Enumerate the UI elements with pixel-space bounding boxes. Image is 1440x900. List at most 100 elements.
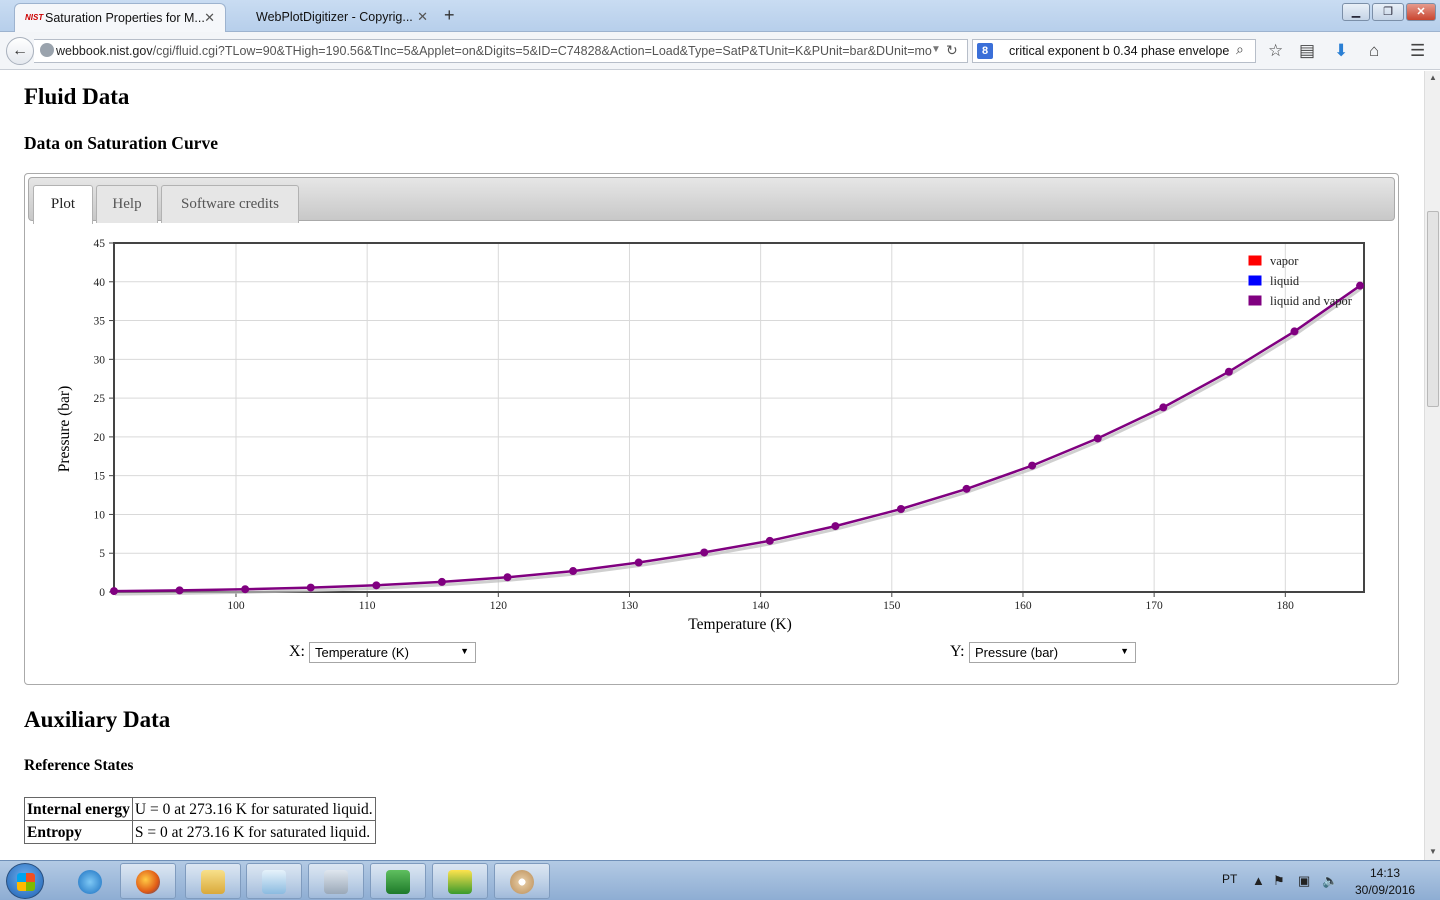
taskbar-explorer[interactable]: [185, 863, 241, 899]
data-point: [175, 586, 184, 595]
y-axis-select[interactable]: Pressure (bar) ▼: [969, 642, 1136, 663]
url-domain: webbook.nist.gov: [56, 44, 153, 58]
series-shadow: [114, 287, 1362, 596]
close-tab-icon[interactable]: ✕: [204, 10, 215, 25]
firefox-icon: [136, 870, 160, 894]
tab-title: Saturation Properties for M...: [45, 11, 205, 25]
legend-swatch: [1247, 274, 1263, 287]
chart-ticks: 0 5 10 15 20 25 30 35 40 45 100 110 120 130 140 150 160 1…: [94, 238, 1295, 612]
scrollbar-thumb[interactable]: [1427, 211, 1439, 407]
data-point: [896, 505, 905, 514]
page-content: Fluid Data Data on Saturation Curve Plot…: [0, 71, 1424, 860]
data-point: [1290, 327, 1299, 336]
y-tick-label: 10: [94, 509, 106, 521]
menu-icon[interactable]: ☰: [1410, 41, 1426, 60]
x-axis-select[interactable]: Temperature (K) ▼: [309, 642, 476, 663]
x-axis-select-value: Temperature (K): [315, 645, 409, 660]
calculator-icon: [324, 870, 348, 894]
data-point: [569, 567, 578, 576]
y-tick-label: 35: [94, 316, 106, 328]
minimize-button[interactable]: ▁: [1342, 3, 1370, 21]
chevron-down-icon: ▼: [1120, 646, 1129, 656]
data-point: [634, 558, 643, 567]
taskbar-excel[interactable]: [370, 863, 426, 899]
scroll-up-icon[interactable]: ▲: [1429, 73, 1437, 82]
chart-series: [110, 281, 1365, 596]
tab-title: WebPlotDigitizer - Copyrig...: [256, 10, 413, 24]
back-button[interactable]: ←: [6, 37, 34, 65]
vertical-scrollbar[interactable]: ▲ ▼: [1424, 71, 1440, 860]
clock-time[interactable]: 14:13: [1370, 866, 1401, 880]
data-point: [1093, 434, 1102, 443]
legend-swatch: [1247, 254, 1263, 267]
taskbar-calculator[interactable]: [308, 863, 364, 899]
notepad-icon: [262, 870, 286, 894]
data-point: [1224, 367, 1233, 376]
heading-reference-states: Reference States: [24, 757, 134, 774]
tab-help[interactable]: Help: [96, 185, 158, 223]
chevron-down-icon: ▼: [460, 646, 469, 656]
reference-property: Internal energy: [24, 797, 133, 821]
y-axis-label: Pressure (bar): [56, 386, 73, 473]
tab-saturation-properties[interactable]: NIST Saturation Properties for M... ✕: [14, 3, 226, 32]
saturation-chart: 0 5 10 15 20 25 30 35 40 45 100 110 120 130 140 150 160 1…: [56, 238, 1365, 633]
tab-webplotdigitizer[interactable]: WebPlotDigitizer - Copyrig... ✕: [226, 3, 438, 32]
show-hidden-icons-icon[interactable]: ▲: [1252, 873, 1265, 888]
chart-legend: vapor liquid liquid and vapor: [1247, 254, 1353, 308]
taskbar-ie[interactable]: [62, 863, 118, 899]
tab-software-credits[interactable]: Software credits: [161, 185, 299, 223]
data-point: [765, 536, 774, 545]
x-tick-label: 140: [752, 600, 770, 612]
close-tab-icon[interactable]: ✕: [417, 9, 428, 24]
search-icon[interactable]: ⌕: [1236, 41, 1244, 57]
x-tick-label: 100: [227, 600, 245, 612]
reference-states-table: Internal energy U = 0 at 273.16 K for sa…: [24, 797, 376, 844]
series-line: [113, 284, 1361, 593]
new-tab-button[interactable]: +: [444, 5, 455, 25]
reference-value: S = 0 at 273.16 K for saturated liquid.: [131, 820, 376, 844]
legend-label: vapor: [1270, 254, 1299, 268]
plot-panel: Plot Help Software credits 0 5 10 15 20 25 30 3…: [24, 173, 1399, 685]
taskbar-paint[interactable]: [494, 863, 550, 899]
legend-label: liquid and vapor: [1270, 294, 1353, 308]
heading-saturation-curve: Data on Saturation Curve: [24, 133, 218, 153]
bookmark-star-icon[interactable]: ☆: [1268, 41, 1284, 60]
tab-plot[interactable]: Plot: [33, 185, 93, 224]
windows-logo-icon: [17, 873, 35, 891]
data-point: [437, 577, 446, 586]
bookmarks-list-icon[interactable]: ▤: [1299, 41, 1316, 60]
language-indicator[interactable]: PT: [1222, 872, 1238, 886]
clock-date[interactable]: 30/09/2016: [1355, 883, 1416, 897]
taskbar-notepad[interactable]: [246, 863, 302, 899]
volume-icon[interactable]: 🔈: [1322, 873, 1339, 888]
url-dropdown-icon[interactable]: ▼: [931, 44, 941, 55]
x-tick-label: 110: [359, 600, 376, 612]
heading-auxiliary-data: Auxiliary Data: [24, 707, 171, 732]
y-tick-label: 0: [99, 587, 105, 599]
home-icon[interactable]: ⌂: [1369, 41, 1380, 60]
downloads-icon[interactable]: ⬇: [1334, 41, 1349, 60]
taskbar-firefox[interactable]: [120, 863, 176, 899]
panel-tab-bar: Plot Help Software credits: [28, 177, 1395, 224]
network-icon[interactable]: ▣: [1298, 873, 1311, 888]
y-selector-label: Y:: [950, 643, 965, 660]
table-row: Internal energy U = 0 at 273.16 K for sa…: [24, 797, 376, 821]
navigation-bar: ← webbook.nist.gov/cgi/fluid.cgi?TLow=90…: [0, 32, 1440, 70]
explorer-icon: [201, 870, 225, 894]
table-row: Entropy S = 0 at 273.16 K for saturated …: [24, 820, 376, 844]
y-tick-label: 40: [94, 277, 106, 289]
restore-button[interactable]: ❐: [1372, 3, 1404, 21]
url-bar[interactable]: webbook.nist.gov/cgi/fluid.cgi?TLow=90&T…: [34, 39, 968, 63]
start-button[interactable]: [6, 863, 44, 899]
scroll-down-icon[interactable]: ▼: [1429, 847, 1437, 856]
x-tick-label: 130: [621, 600, 639, 612]
taskbar-pegapixel[interactable]: [432, 863, 488, 899]
action-center-flag-icon[interactable]: ⚑: [1273, 873, 1285, 888]
search-engine-icon[interactable]: 8: [977, 43, 993, 59]
close-window-button[interactable]: ✕: [1406, 3, 1436, 21]
search-input[interactable]: critical exponent b 0.34 phase envelope: [972, 39, 1256, 63]
reload-icon[interactable]: ↻: [946, 42, 958, 58]
y-tick-label: 45: [94, 238, 106, 250]
search-text: critical exponent b 0.34 phase envelope: [1009, 44, 1230, 58]
data-point: [503, 573, 512, 582]
